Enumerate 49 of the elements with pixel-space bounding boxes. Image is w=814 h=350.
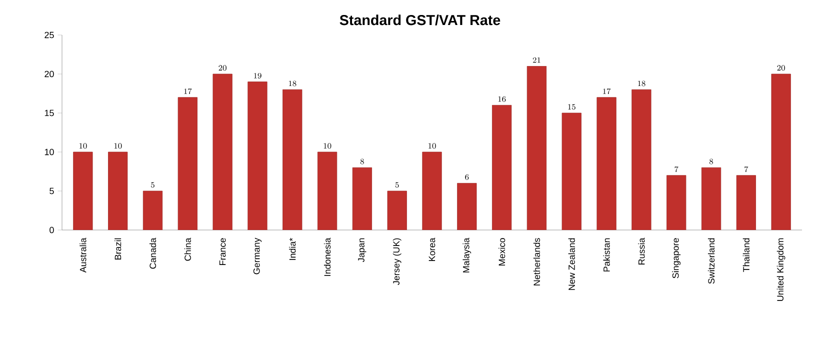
x-tick-label: France [219,238,226,265]
x-tick-label: Singapore [672,238,681,278]
bar [352,167,372,230]
x-tick-label: United Kingdom [776,238,786,301]
x-tick-label: Thailand [742,238,750,272]
x-tick-label: Germany [253,238,262,274]
x-tick-label: Netherlands [533,238,540,286]
x-tick-label: Canada [149,238,156,269]
x-tick-label: Mexico [498,238,506,266]
y-tick-label: 5 [50,188,54,194]
x-tick-label: Korea [428,238,436,261]
bar [212,74,232,230]
y-tick-label: 25 [44,32,54,38]
x-tick-label: Russia [638,238,645,264]
y-tick-label: 0 [50,226,54,234]
x-tick-label: Australia [80,238,86,273]
y-tick-label: 20 [44,70,54,78]
y-tick-label: 10 [44,148,54,156]
chart-title: Standard GST/VAT Rate [340,14,500,26]
bar [108,152,128,230]
bar [457,183,477,230]
x-tick-label: Brazil [114,238,122,260]
bar [73,152,93,230]
bar [526,66,547,230]
bar [701,167,722,230]
bar [317,152,338,230]
bar [387,190,407,230]
bar [282,89,302,230]
x-tick-label: New Zealand [568,238,575,290]
bar [596,97,616,230]
x-tick-label: Pakistan [603,238,610,272]
bar [736,175,756,230]
x-tick-label: Jersey (UK) [392,238,402,285]
bar [562,112,582,230]
x-tick-label: Switzerland [708,238,715,284]
bar [666,175,686,230]
x-tick-label: Malaysia [462,238,472,272]
x-tick-label: Japan [358,238,366,262]
x-tick-label: India* [289,238,296,260]
bar [422,152,442,230]
bar [771,74,791,230]
bar [632,89,652,230]
x-tick-label: Indonesia [324,238,331,276]
bar [492,105,512,230]
bar [178,97,198,230]
y-tick-label: 15 [44,110,54,116]
bar [248,82,268,230]
bar [142,190,163,230]
x-tick-label: China [184,238,191,261]
